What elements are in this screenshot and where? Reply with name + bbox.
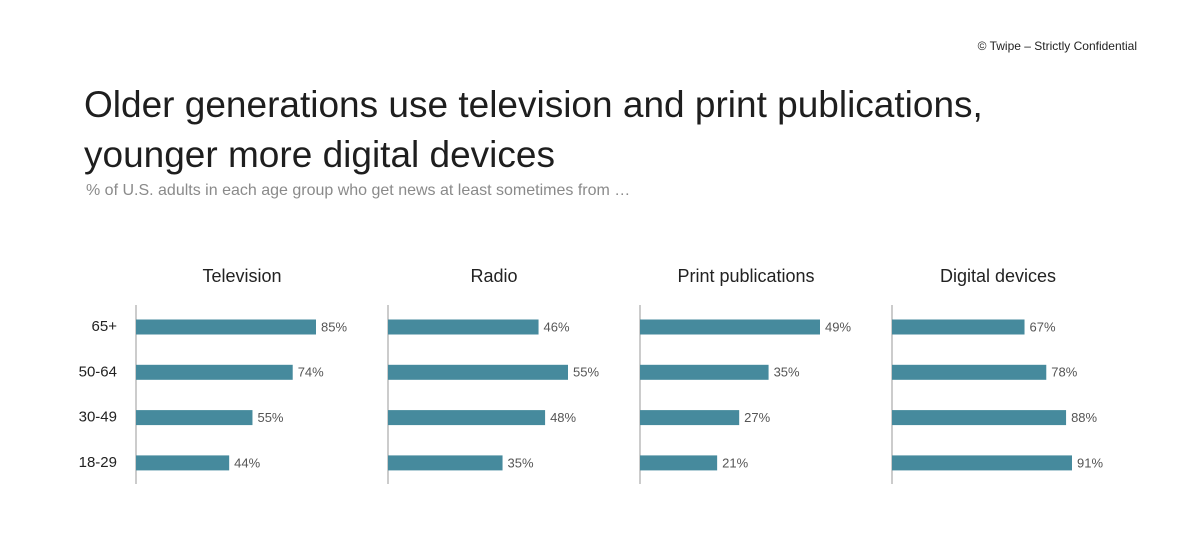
bar (388, 455, 503, 471)
value-label: 27% (744, 410, 770, 425)
panel-title: Television (202, 266, 281, 286)
value-label: 91% (1077, 455, 1103, 470)
bar (892, 364, 1047, 380)
value-label: 35% (774, 365, 800, 380)
value-label: 78% (1051, 365, 1077, 380)
chart-subtitle: % of U.S. adults in each age group who g… (86, 182, 631, 199)
value-label: 55% (257, 410, 283, 425)
value-label: 35% (508, 455, 534, 470)
bar (640, 410, 740, 426)
bar (892, 410, 1067, 426)
bar (892, 319, 1025, 335)
bar (892, 455, 1072, 471)
panel-title: Digital devices (940, 266, 1056, 286)
value-label: 49% (825, 319, 851, 334)
value-label: 85% (321, 319, 347, 334)
value-label: 55% (573, 365, 599, 380)
value-label: 88% (1071, 410, 1097, 425)
bar (640, 364, 769, 380)
bar (388, 410, 546, 426)
panel-title: Radio (470, 266, 517, 286)
bar (640, 455, 718, 471)
value-label: 46% (544, 319, 570, 334)
bar (136, 455, 230, 471)
bar (388, 364, 568, 380)
panel-title: Print publications (677, 266, 814, 286)
y-tick-label: 30-49 (79, 409, 117, 426)
value-label: 44% (234, 455, 260, 470)
value-label: 21% (722, 455, 748, 470)
bar (136, 319, 316, 335)
bar (640, 319, 820, 335)
value-label: 74% (298, 365, 324, 380)
value-label: 48% (550, 410, 576, 425)
chart-title: Older generations use television and pri… (84, 84, 983, 175)
bar (388, 319, 539, 335)
bar (136, 410, 253, 426)
y-tick-label: 50-64 (79, 363, 117, 380)
value-label: 67% (1030, 319, 1056, 334)
y-tick-label: 18-29 (79, 454, 117, 471)
copyright: © Twipe – Strictly Confidential (977, 39, 1137, 53)
bar (136, 364, 293, 380)
y-tick-label: 65+ (92, 318, 118, 335)
